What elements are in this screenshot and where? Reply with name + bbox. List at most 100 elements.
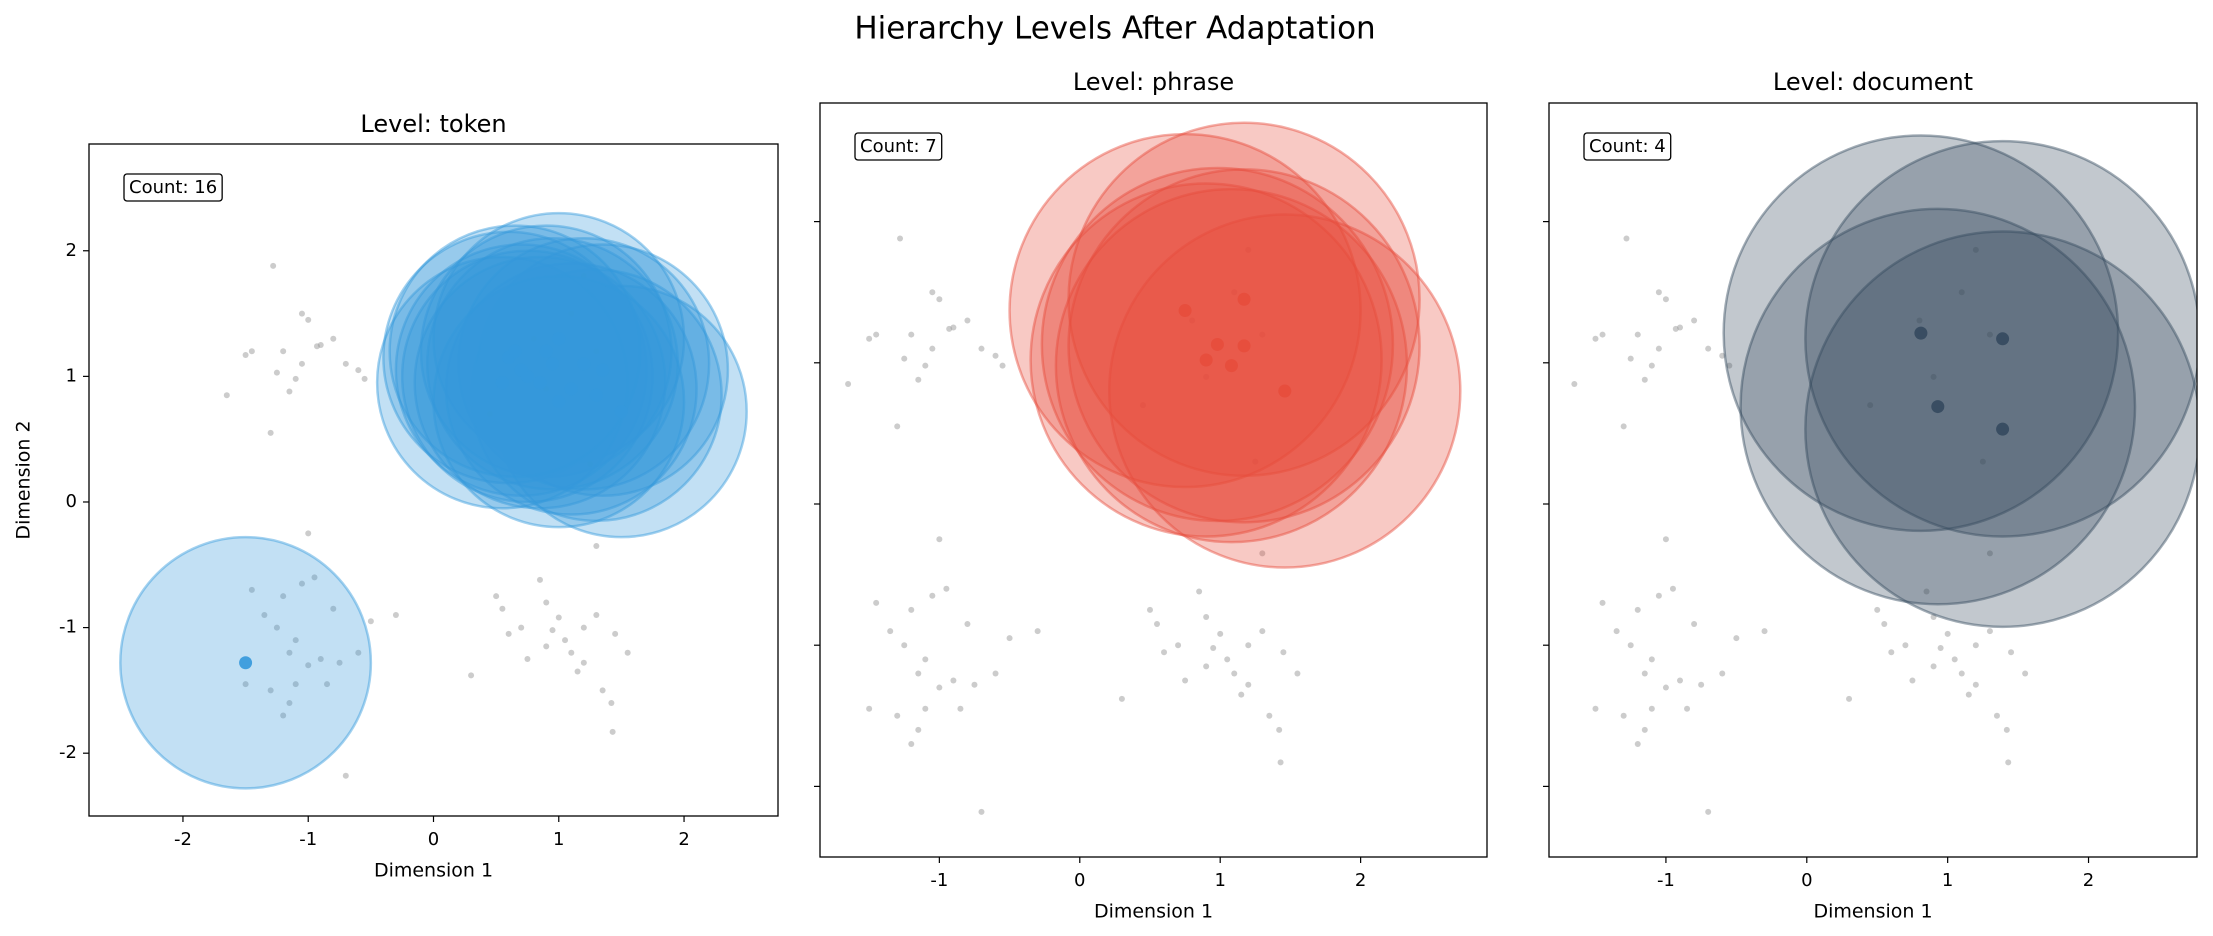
background-point bbox=[612, 630, 619, 637]
background-point bbox=[1951, 656, 1958, 663]
x-tick-label: 2 bbox=[2083, 870, 2094, 891]
background-point bbox=[242, 681, 249, 688]
x-axis-label: Dimension 1 bbox=[1813, 901, 1932, 923]
background-point bbox=[897, 235, 904, 242]
background-point bbox=[978, 808, 985, 815]
background-point bbox=[1677, 677, 1684, 684]
axes-frame bbox=[819, 102, 1488, 858]
background-point bbox=[280, 348, 287, 355]
center-point bbox=[596, 363, 610, 377]
background-point bbox=[305, 662, 312, 669]
background-point bbox=[887, 628, 894, 635]
center-point bbox=[589, 388, 603, 402]
background-point bbox=[1909, 677, 1916, 684]
background-point bbox=[1118, 695, 1125, 702]
background-point bbox=[1930, 663, 1937, 670]
background-point bbox=[486, 411, 493, 418]
center-point bbox=[1278, 384, 1292, 398]
background-point bbox=[270, 262, 277, 269]
background-point bbox=[298, 580, 305, 587]
background-point bbox=[929, 592, 936, 599]
background-point bbox=[1867, 402, 1874, 409]
background-point bbox=[298, 310, 305, 317]
background-point bbox=[1726, 362, 1733, 369]
center-point bbox=[508, 344, 522, 358]
background-point bbox=[1662, 684, 1669, 691]
background-point bbox=[957, 705, 964, 712]
x-tick-label: 2 bbox=[678, 829, 689, 850]
background-point bbox=[1592, 705, 1599, 712]
background-point bbox=[1182, 677, 1189, 684]
background-point bbox=[964, 317, 971, 324]
background-point bbox=[324, 681, 331, 688]
background-point bbox=[1916, 317, 1923, 324]
background-point bbox=[593, 348, 600, 355]
background-point bbox=[2003, 726, 2010, 733]
background-point bbox=[1655, 289, 1662, 296]
background-point bbox=[1874, 606, 1881, 613]
background-point bbox=[292, 681, 299, 688]
background-point bbox=[1259, 628, 1266, 635]
y-tick-label: 1 bbox=[66, 365, 77, 386]
background-point bbox=[2008, 649, 2015, 656]
background-point bbox=[1245, 246, 1252, 253]
background-point bbox=[1146, 606, 1153, 613]
x-tick-label: 0 bbox=[1801, 870, 1812, 891]
background-point bbox=[1294, 670, 1301, 677]
background-point bbox=[1592, 335, 1599, 342]
background-point bbox=[242, 352, 249, 359]
x-tick-label: -2 bbox=[174, 829, 192, 850]
background-point bbox=[1719, 670, 1726, 677]
background-point bbox=[536, 576, 543, 583]
background-point bbox=[524, 655, 531, 662]
background-point bbox=[1662, 536, 1669, 543]
center-point bbox=[1996, 422, 2010, 436]
background-point bbox=[1698, 681, 1705, 688]
center-point bbox=[552, 332, 566, 346]
x-tick-label: 2 bbox=[1355, 870, 1366, 891]
background-point bbox=[1937, 645, 1944, 652]
background-point bbox=[894, 423, 901, 430]
center-point bbox=[1210, 337, 1224, 351]
background-point bbox=[1599, 599, 1606, 606]
background-point bbox=[1571, 380, 1578, 387]
background-point bbox=[1280, 649, 1287, 656]
background-point bbox=[1655, 592, 1662, 599]
background-point bbox=[1965, 691, 1972, 698]
background-point bbox=[845, 380, 852, 387]
background-point bbox=[1627, 642, 1634, 649]
background-point bbox=[568, 310, 575, 317]
background-point bbox=[929, 289, 936, 296]
background-point bbox=[248, 348, 255, 355]
background-point bbox=[1203, 663, 1210, 670]
background-point bbox=[915, 670, 922, 677]
x-tick-label: 1 bbox=[1214, 870, 1225, 891]
background-point bbox=[1245, 642, 1252, 649]
background-point bbox=[493, 593, 500, 600]
background-point bbox=[908, 741, 915, 748]
background-point bbox=[1669, 585, 1676, 592]
background-point bbox=[1761, 628, 1768, 635]
background-point bbox=[499, 605, 506, 612]
background-point bbox=[1203, 613, 1210, 620]
background-point bbox=[468, 672, 475, 679]
background-point bbox=[936, 684, 943, 691]
background-point bbox=[1620, 423, 1627, 430]
background-point bbox=[1691, 317, 1698, 324]
background-point bbox=[1648, 705, 1655, 712]
plot-area bbox=[119, 211, 748, 790]
background-point bbox=[555, 614, 562, 621]
background-point bbox=[1662, 296, 1669, 303]
annotation-box bbox=[123, 173, 223, 202]
background-point bbox=[2005, 759, 2012, 766]
background-point bbox=[543, 385, 550, 392]
background-point bbox=[1986, 628, 1993, 635]
annotation: Count: 4 bbox=[1589, 136, 1666, 157]
annotation: Count: 7 bbox=[860, 136, 937, 157]
axes-title: Level: phrase bbox=[1073, 68, 1234, 96]
background-point bbox=[543, 599, 550, 606]
background-point bbox=[305, 316, 312, 323]
background-point bbox=[922, 705, 929, 712]
